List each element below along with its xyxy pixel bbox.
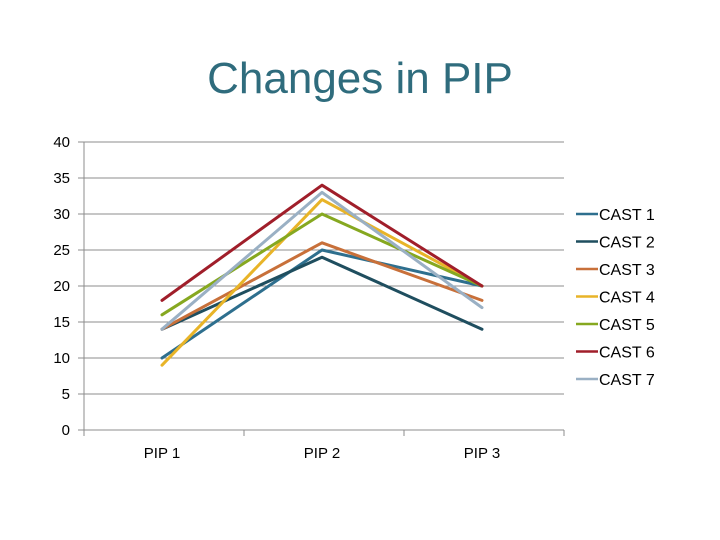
y-tick-label: 10	[53, 350, 70, 367]
y-tick-label: 40	[53, 134, 70, 151]
legend-label: CAST 7	[599, 372, 655, 389]
legend-label: CAST 6	[599, 345, 655, 362]
series-line-cast-5	[160, 212, 484, 317]
axes: 0 5 10 15 20 25 30 35 40 PIP 1 PIP 2 PIP 3	[53, 134, 565, 462]
y-tick-label: 30	[53, 206, 70, 223]
x-tick-label: PIP 3	[464, 445, 500, 462]
legend-label: CAST 3	[599, 262, 655, 279]
series-line-cast-7	[160, 190, 484, 331]
legend-label: CAST 4	[599, 290, 655, 307]
x-tick-label: PIP 2	[304, 445, 340, 462]
y-tick-label: 25	[53, 242, 70, 259]
chart-title: Changes in PIP	[207, 54, 513, 103]
y-tick-label: 15	[53, 314, 70, 331]
y-tick-label: 0	[62, 422, 70, 439]
series-lines	[160, 183, 484, 367]
series-line-cast-4	[160, 198, 484, 367]
x-tick-label: PIP 1	[144, 445, 180, 462]
series-line-cast-6	[160, 183, 484, 302]
series-line-cast-2	[160, 255, 484, 331]
legend-label: CAST 5	[599, 317, 655, 334]
series-line-cast-3	[160, 241, 484, 331]
y-tick-label: 35	[53, 170, 70, 187]
gridlines	[84, 141, 564, 395]
legend-label: CAST 2	[599, 235, 655, 252]
legend-label: CAST 1	[599, 207, 655, 224]
legend: CAST 1 CAST 2 CAST 3 CAST 4 CAST 5 CAST 6 CAST…	[576, 207, 655, 389]
y-tick-label: 20	[53, 278, 70, 295]
series-line-cast-1	[160, 248, 484, 360]
y-tick-label: 5	[62, 386, 70, 403]
